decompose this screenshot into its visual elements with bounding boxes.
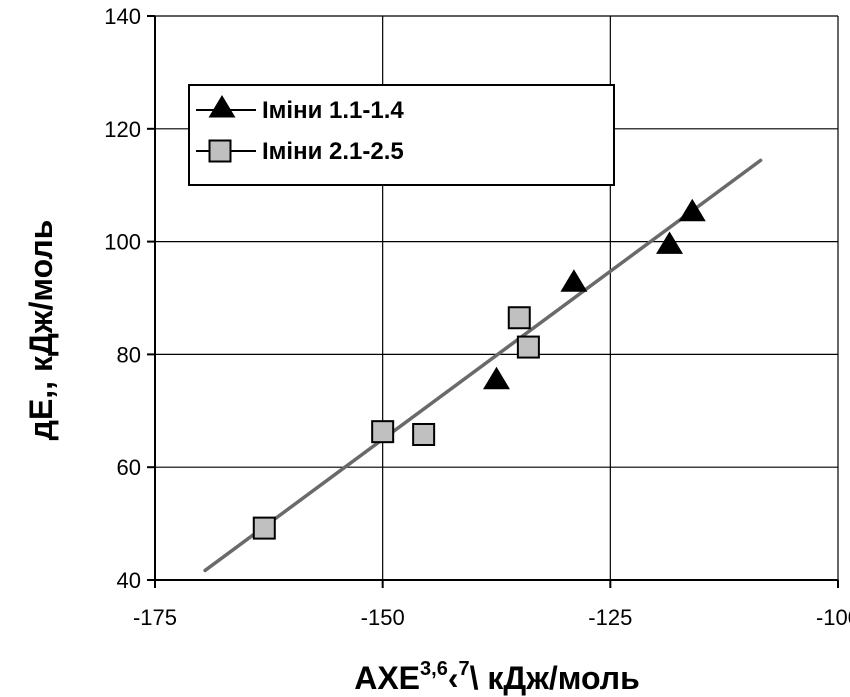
legend: Іміни 1.1-1.4 Іміни 2.1-2.5	[188, 84, 615, 186]
legend-square-marker	[208, 139, 232, 163]
x-axis-title-main: AXE	[354, 660, 420, 696]
triangle-point	[483, 366, 510, 390]
y-tick-label: 80	[117, 342, 141, 367]
data-points	[252, 198, 706, 540]
y-tick-label: 40	[117, 568, 141, 593]
legend-triangle-marker	[208, 95, 236, 118]
triangle-point	[678, 198, 706, 222]
legend-box	[188, 84, 615, 186]
x-axis-title: AXE3,6‹7\ кДж/моль	[354, 658, 640, 696]
x-tick-label: -175	[133, 605, 177, 630]
y-tick-label: 120	[104, 117, 141, 142]
x-axis-title-sup: 3,6	[420, 658, 448, 680]
square-point	[516, 335, 540, 359]
y-tick-label: 60	[117, 455, 141, 480]
legend-label: Іміни 2.1-2.5	[262, 138, 404, 165]
square-point	[252, 516, 276, 540]
square-point	[371, 420, 395, 444]
x-axis-title-mid: ‹	[448, 660, 459, 696]
x-tick-label: -125	[588, 605, 632, 630]
axes	[147, 15, 839, 588]
triangle-point	[560, 269, 588, 292]
y-tick-labels: 40 60 80 100 120 140	[104, 4, 141, 593]
x-tick-label: -100	[816, 605, 850, 630]
x-tick-labels: -175 -150 -125 -100	[133, 605, 850, 630]
legend-label: Іміни 1.1-1.4	[262, 97, 404, 124]
x-axis-title-tail: \ кДж/моль	[470, 660, 640, 696]
y-tick-label: 100	[104, 230, 141, 255]
square-point	[507, 306, 531, 330]
x-tick-label: -150	[361, 605, 405, 630]
y-tick-label: 140	[104, 4, 141, 29]
fit-line	[203, 158, 763, 573]
square-point	[412, 422, 436, 446]
fit-line-group	[203, 158, 763, 573]
x-axis-title-sup2: 7	[458, 658, 469, 680]
triangle-point	[656, 231, 684, 254]
y-axis-title: дЕ,, кДж/моль	[23, 220, 59, 441]
